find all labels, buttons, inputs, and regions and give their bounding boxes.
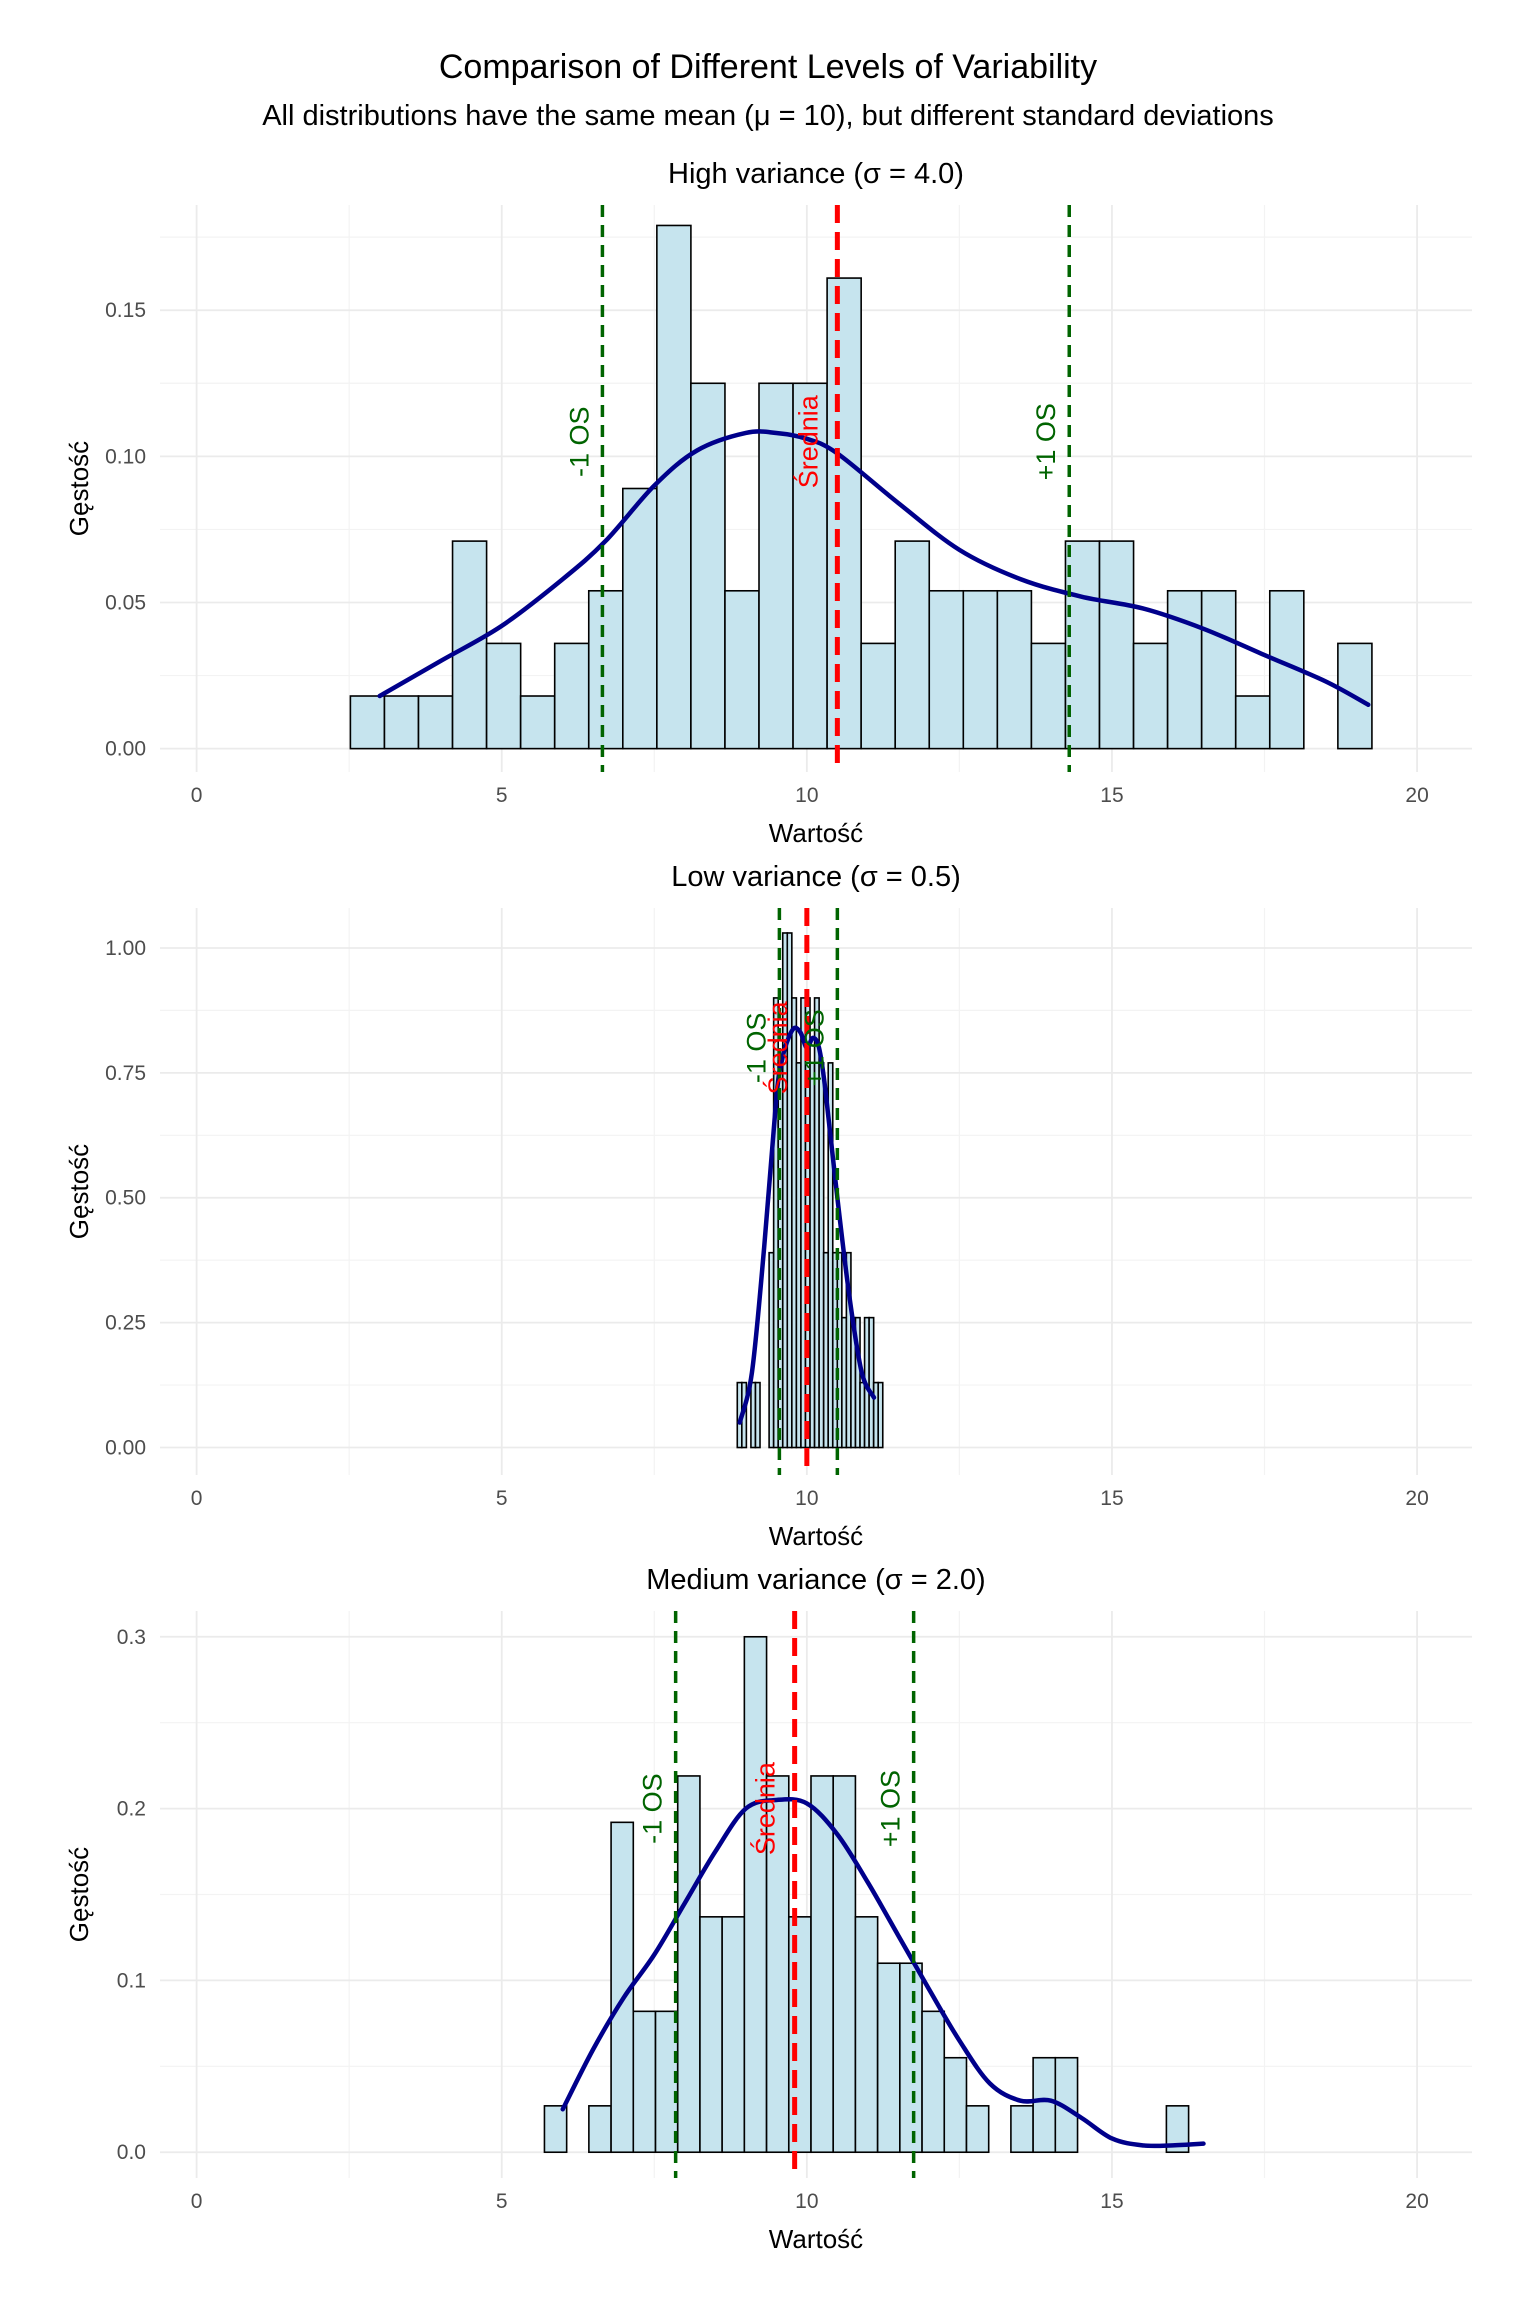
y-tick-label: 0.00 [105,1437,146,1460]
y-axis-label: Gęstość [64,1144,94,1239]
histogram-bar [943,2056,968,2154]
x-tick-label: 10 [795,2190,818,2213]
histogram-bar [754,1381,761,1449]
x-tick-label: 0 [191,1487,203,1510]
histogram-bar [622,487,658,750]
y-tick-label: 0.75 [105,1062,146,1085]
mean-label: Średnia [761,1000,793,1094]
histogram-bar [485,642,522,750]
y-tick-label: 0.50 [105,1187,146,1210]
histogram-bar [962,589,999,750]
x-tick-label: 0 [191,784,203,807]
mean-label: Średnia [749,1761,781,1855]
histogram-bar [996,589,1033,750]
x-tick-label: 5 [496,1487,508,1510]
x-tick-label: 10 [795,1487,818,1510]
histogram-bar [758,382,794,750]
histogram-bar [860,642,897,750]
mean-label: Średnia [791,394,823,488]
y-tick-label: 0.25 [105,1312,146,1335]
histogram-bar [1064,540,1101,750]
x-axis-label: Wartość [769,1521,863,1551]
histogram-bar [743,1635,768,2154]
y-tick-label: 0.05 [105,591,146,614]
plus-sd-label: +1 OS [799,1009,829,1086]
histogram-bar [632,2010,657,2154]
histogram-bar [383,695,420,750]
histogram-bar [921,2010,946,2154]
histogram-bar [543,2105,568,2154]
x-tick-label: 5 [496,784,508,807]
histogram-bar [787,1916,812,2154]
panel-title: Low variance (σ = 0.5) [671,861,961,893]
histogram-bar [349,695,386,750]
figure-title: Comparison of Different Levels of Variab… [438,48,1098,86]
plus-sd-label: +1 OS [876,1770,906,1847]
panel-title: High variance (σ = 4.0) [668,158,964,190]
y-axis-label: Gęstość [64,1847,94,1942]
histogram-bar [1200,589,1237,750]
plus-sd-label: +1 OS [1031,403,1061,480]
histogram-bar [1054,2056,1079,2154]
histogram-bar [699,1916,723,2154]
density-curve [560,1796,1206,2149]
density-curve [377,429,1371,708]
histogram-bar [724,589,760,750]
histogram-bar [899,1962,923,2154]
histogram-bar [810,1775,835,2154]
minus-sd-label: -1 OS [564,406,594,477]
histogram-bar [676,1775,701,2154]
histogram-bar [1166,589,1203,750]
x-tick-label: 10 [795,784,818,807]
histogram-bar [553,642,590,750]
x-axis-label: Wartość [769,2224,863,2254]
panel-title: Medium variance (σ = 2.0) [646,1564,985,1596]
histogram-bar [1098,540,1135,750]
histogram-bar [1032,2056,1057,2154]
y-tick-label: 0.3 [117,1626,146,1649]
x-tick-label: 15 [1100,1487,1123,1510]
histogram-bar [877,1381,884,1449]
x-tick-label: 15 [1100,2190,1123,2213]
y-tick-label: 0.15 [105,299,146,322]
histogram-bar [588,2105,612,2154]
y-tick-label: 0.0 [117,2141,146,2164]
y-tick-label: 0.1 [117,1969,146,1992]
histogram-bar [1165,2105,1190,2154]
histogram-bar [519,695,556,750]
histogram-bar [1030,642,1067,750]
x-axis-label: Wartość [769,818,863,848]
y-tick-label: 0.10 [105,445,146,468]
histogram-bar [1234,695,1271,750]
minus-sd-label: -1 OS [741,1013,771,1084]
histogram-bar [876,1962,901,2154]
x-tick-label: 20 [1405,1487,1428,1510]
y-tick-label: 0.2 [117,1798,146,1821]
histogram-bar [1132,642,1169,750]
figure-subtitle: All distributions have the same mean (μ … [262,100,1274,132]
histogram-bar [1010,2105,1034,2154]
x-tick-label: 0 [191,2190,203,2213]
histogram-bar [656,224,692,750]
minus-sd-label: -1 OS [638,1773,668,1844]
x-tick-label: 5 [496,2190,508,2213]
histogram-bar [587,589,624,750]
histogram-bar [928,589,965,750]
histogram-bar [721,1916,746,2154]
y-tick-label: 1.00 [105,937,146,960]
x-tick-label: 15 [1100,784,1123,807]
histogram-bar [417,695,454,750]
histogram-bar [854,1916,879,2154]
y-tick-label: 0.00 [105,738,146,761]
histogram-bar [826,277,862,750]
y-axis-label: Gęstość [64,441,94,536]
histogram-bar [965,2105,990,2154]
x-tick-label: 20 [1405,2190,1428,2213]
density-curve [737,1025,877,1425]
x-tick-label: 20 [1405,784,1428,807]
histogram-bar [894,540,931,750]
